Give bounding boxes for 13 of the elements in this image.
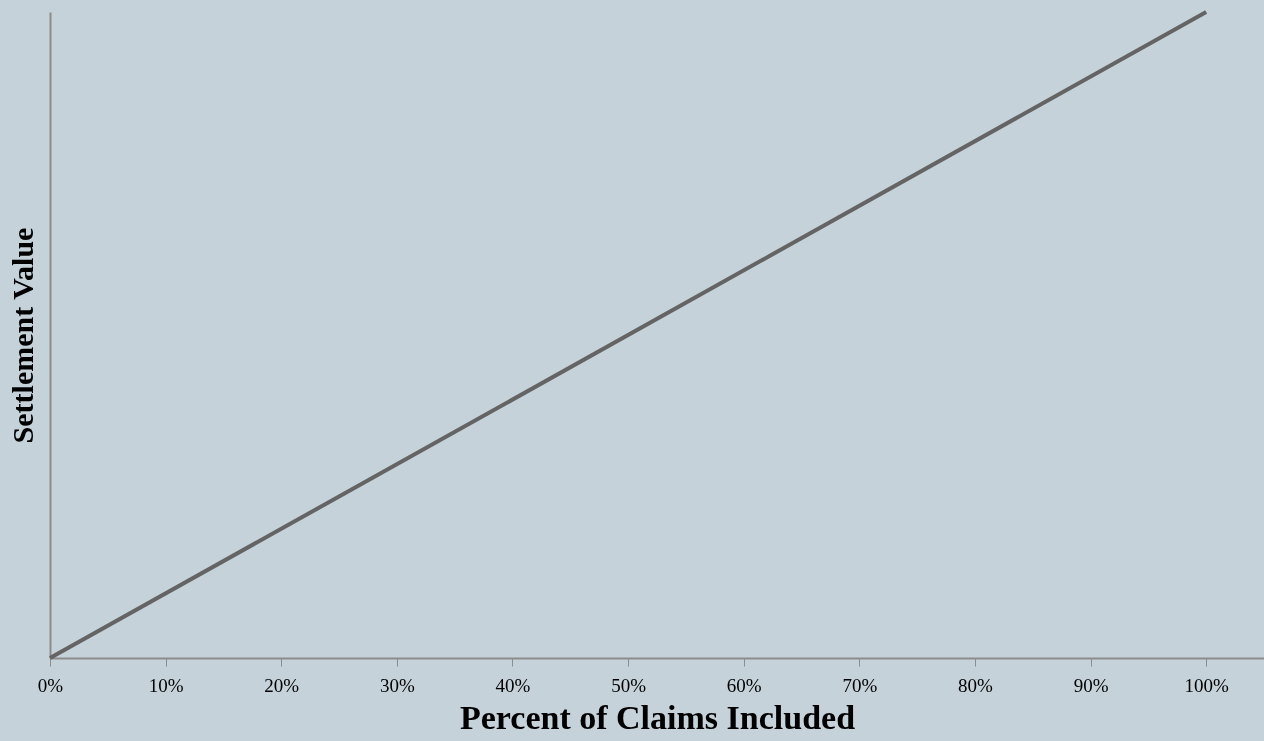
x-tick-label: 100%: [1184, 674, 1230, 696]
y-axis-title: Settlement Value: [5, 227, 39, 444]
x-tick-label: 20%: [264, 674, 300, 696]
x-tick-label: 70%: [842, 674, 878, 696]
x-tick-label: 30%: [379, 674, 415, 696]
x-tick-label: 10%: [148, 674, 184, 696]
x-tick-label: 0%: [37, 674, 64, 696]
x-tick-label: 80%: [958, 674, 994, 696]
x-tick-label: 40%: [495, 674, 531, 696]
x-tick-label: 90%: [1073, 674, 1109, 696]
x-tick-label: 50%: [611, 674, 647, 696]
x-tick-label: 60%: [726, 674, 762, 696]
x-axis-title: Percent of Claims Included: [459, 698, 856, 736]
